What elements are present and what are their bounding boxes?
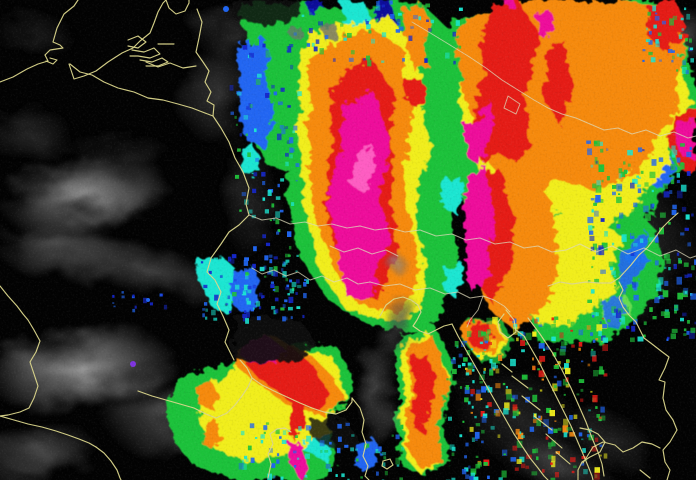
satellite-weather-map <box>0 0 696 480</box>
grain-overlay-dark <box>0 0 696 480</box>
weather-satellite-image <box>0 0 696 480</box>
